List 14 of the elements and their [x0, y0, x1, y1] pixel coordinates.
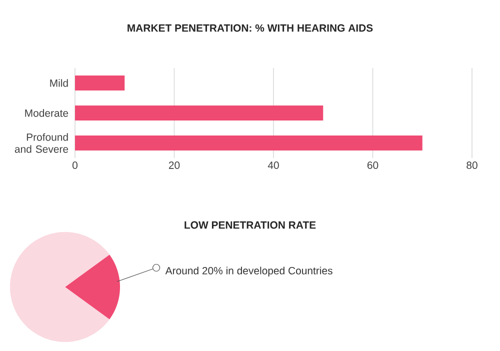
bar: [75, 75, 125, 90]
bar: [75, 135, 422, 150]
bar: [75, 105, 324, 120]
x-tick-label: 0: [72, 162, 78, 169]
y-tick-label: Profound and Severe: [14, 133, 68, 153]
x-tick-label: 20: [168, 162, 180, 169]
x-tick-label: 80: [466, 162, 478, 169]
text: LOW PENETRATION RATE: [184, 221, 316, 229]
chart-title: MARKET PENETRATION: % WITH HEARING AIDS: [128, 24, 373, 32]
y-tick-label: Moderate: [25, 109, 68, 117]
text: Around 20% in developed Countries: [165, 266, 332, 276]
y-tick-label: Mild: [50, 79, 68, 87]
x-tick-label: 60: [367, 162, 378, 169]
x-tick-label: 40: [268, 162, 279, 169]
